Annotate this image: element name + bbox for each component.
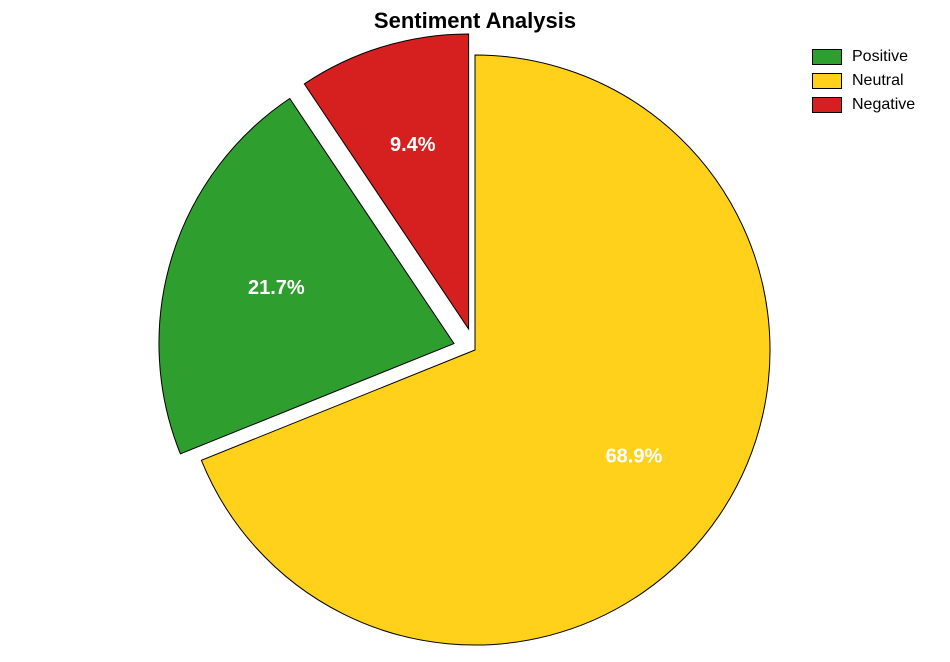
slice-label-neutral: 68.9% xyxy=(606,446,663,468)
legend-item-negative: Negative xyxy=(812,96,915,114)
pie-chart: 68.9% 21.7% 9.4% xyxy=(0,0,950,662)
legend-label: Neutral xyxy=(852,72,904,90)
legend-label: Positive xyxy=(852,48,908,66)
slice-label-negative: 9.4% xyxy=(390,134,436,156)
legend: Positive Neutral Negative xyxy=(812,48,915,120)
legend-swatch xyxy=(812,49,842,65)
slice-label-positive: 21.7% xyxy=(248,277,305,299)
chart-container: Sentiment Analysis 68.9%21.7%9.4% Positi… xyxy=(0,0,950,662)
legend-swatch xyxy=(812,73,842,89)
legend-item-neutral: Neutral xyxy=(812,72,915,90)
legend-swatch xyxy=(812,97,842,113)
legend-label: Negative xyxy=(852,96,915,114)
legend-item-positive: Positive xyxy=(812,48,915,66)
